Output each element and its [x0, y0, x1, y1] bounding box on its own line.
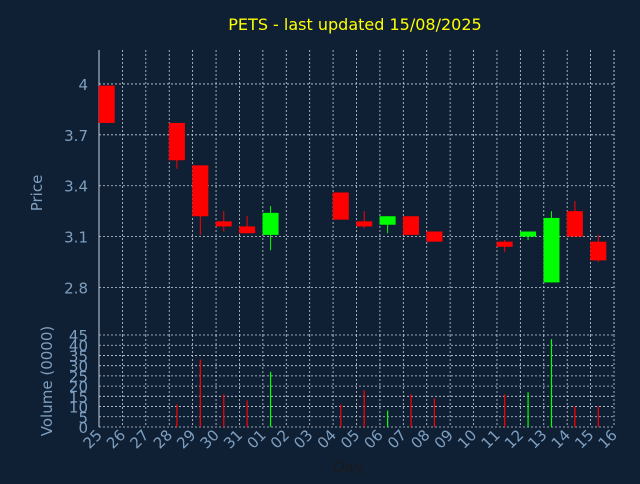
- candle-body: [379, 216, 396, 225]
- candle-body: [262, 212, 279, 235]
- candle-body: [192, 165, 209, 217]
- price-y-tick-label: 3.4: [64, 178, 88, 196]
- volume-y-tick-label: 10: [69, 399, 88, 417]
- candle-body: [520, 231, 537, 237]
- price-y-tick-label: 3.1: [64, 229, 88, 247]
- volume-bars: [176, 339, 599, 427]
- candle-body: [590, 241, 607, 261]
- candles: [98, 85, 607, 283]
- x-tick-labels: 2526272829303101020304050607080910111213…: [80, 426, 621, 452]
- candle-body: [543, 217, 560, 283]
- price-y-tick-label: 2.8: [64, 280, 88, 298]
- volume-axis-label: Volume (0000): [38, 326, 56, 436]
- candle-body: [566, 211, 583, 237]
- price-y-tick-labels: 2.8 3.1 3.4 3.7 4: [64, 76, 88, 298]
- candle-body: [98, 85, 115, 123]
- volume-y-tick-label: 0: [78, 419, 88, 437]
- candle-body: [332, 192, 349, 220]
- volume-y-tick-label: 5: [78, 409, 88, 427]
- candle-body: [496, 241, 513, 247]
- volume-y-tick-label: 20: [69, 378, 88, 396]
- candle-body: [239, 226, 256, 234]
- price-y-tick-label: 4: [78, 76, 88, 94]
- candle-body: [403, 216, 420, 235]
- price-axis-label: Price: [28, 175, 46, 212]
- x-axis-label: Day: [333, 458, 363, 476]
- volume-y-tick-label: 45: [69, 327, 88, 345]
- candle-body: [215, 221, 232, 227]
- candle-body: [356, 221, 373, 227]
- volume-y-tick-label: 25: [69, 368, 88, 386]
- price-y-tick-label: 3.7: [64, 127, 88, 145]
- volume-y-tick-label: 35: [69, 347, 88, 365]
- candle-body: [426, 231, 443, 242]
- volume-gridlines: [98, 334, 615, 428]
- chart-title: PETS - last updated 15/08/2025: [228, 15, 481, 34]
- volume-y-tick-label: 40: [69, 337, 88, 355]
- volume-y-tick-label: 15: [69, 388, 88, 406]
- volume-y-tick-label: 30: [69, 358, 88, 376]
- candle-body: [168, 122, 185, 161]
